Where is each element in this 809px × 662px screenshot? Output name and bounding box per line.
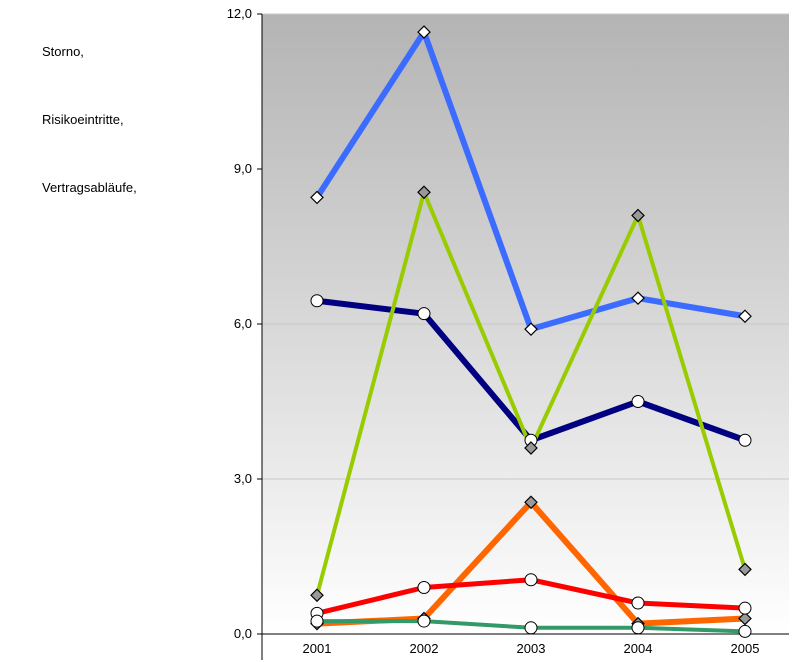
data-point-circle — [417, 307, 431, 321]
data-point-diamond — [310, 588, 324, 603]
data-point-circle — [738, 601, 752, 615]
y-tick-label: 3,0 — [234, 471, 252, 486]
gridlines — [262, 13, 789, 480]
data-point-diamond — [524, 441, 538, 455]
x-tick-label: 2002 — [410, 641, 439, 656]
data-point-diamond — [631, 208, 645, 223]
data-point-circle — [417, 614, 431, 628]
data-point-circle — [524, 621, 538, 635]
data-point-diamond — [524, 322, 538, 337]
y-tick-label: 12,0 — [227, 6, 252, 21]
data-point-circle — [631, 395, 645, 408]
legend: Storno, Risikoeintritte, Vertragsabläufe… — [42, 44, 137, 248]
data-point-circle — [310, 294, 324, 308]
markers-layer — [310, 25, 752, 638]
y-tick-label: 0,0 — [234, 626, 252, 641]
data-point-circle — [631, 596, 645, 610]
data-point-diamond — [417, 25, 431, 39]
data-point-diamond — [524, 495, 538, 510]
axes — [257, 13, 789, 660]
data-point-diamond — [417, 185, 431, 200]
data-point-diamond — [631, 291, 645, 306]
data-point-circle — [738, 624, 752, 638]
x-tick-label: 2004 — [624, 641, 653, 656]
legend-item-storno: Storno, — [42, 44, 84, 59]
data-point-diamond — [310, 190, 324, 205]
y-tick-label: 6,0 — [234, 316, 252, 331]
data-point-circle — [631, 621, 645, 635]
data-point-diamond — [738, 309, 752, 324]
x-tick-label: 2003 — [517, 641, 546, 656]
data-point-circle — [524, 573, 538, 587]
data-point-diamond — [738, 562, 752, 577]
data-point-circle — [310, 614, 324, 628]
data-point-circle — [738, 433, 752, 447]
legend-item-vertragsablaeufe: Vertragsabläufe, — [42, 180, 137, 195]
data-point-circle — [417, 581, 431, 594]
x-tick-label: 2001 — [303, 641, 332, 656]
y-tick-label: 9,0 — [234, 161, 252, 176]
x-tick-label: 2005 — [731, 641, 760, 656]
data-point-diamond — [738, 611, 752, 626]
legend-item-risikoeintritte: Risikoeintritte, — [42, 112, 124, 127]
tick-labels: 0,0 3,0 6,0 9,0 12,0 2001 2002 2003 2004 2005 — [227, 6, 760, 656]
